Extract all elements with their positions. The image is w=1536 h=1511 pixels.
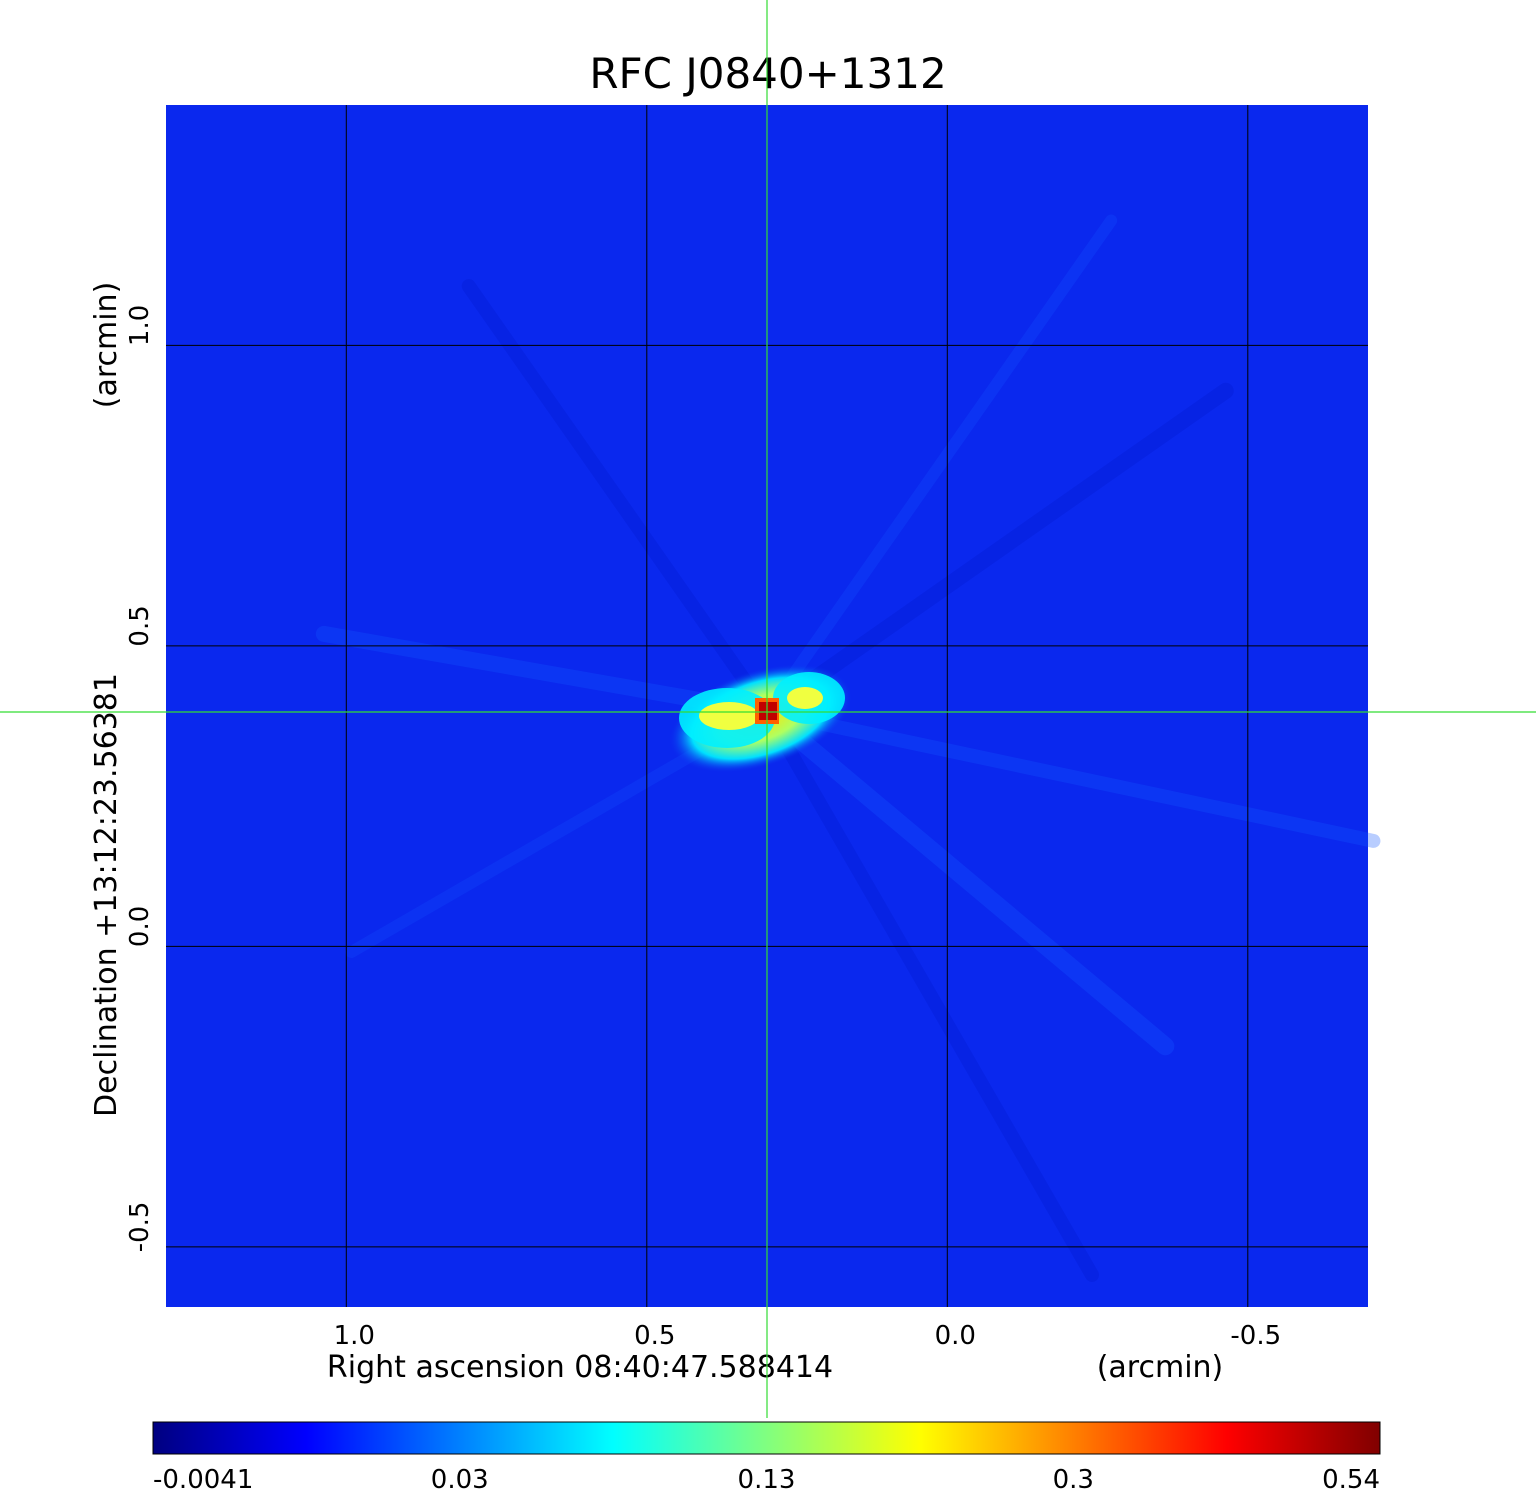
colorbar-tick-label: 0.54 bbox=[1322, 1465, 1380, 1495]
source-lobe-left-core bbox=[699, 702, 759, 731]
noise-streak bbox=[461, 279, 774, 720]
source-peak bbox=[759, 702, 777, 721]
radio-source bbox=[669, 664, 853, 773]
y-axis-label: Declination +13:12:23.56381 bbox=[89, 673, 124, 1117]
noise-streak bbox=[760, 705, 1381, 848]
x-axis-unit: (arcmin) bbox=[1097, 1350, 1224, 1385]
noise-streak bbox=[759, 382, 1234, 721]
y-tick-label: -0.5 bbox=[125, 1202, 155, 1253]
colorbar-tick-label: 0.13 bbox=[738, 1465, 796, 1495]
noise-streak bbox=[760, 705, 1099, 1282]
y-tick-label: 1.0 bbox=[125, 305, 155, 346]
y-tick-label: 0.5 bbox=[125, 605, 155, 646]
x-tick-label: -0.5 bbox=[1230, 1321, 1281, 1351]
x-tick-label: 1.0 bbox=[334, 1321, 375, 1351]
source-lobe-right-core bbox=[787, 687, 823, 710]
y-axis-unit: (arcmin) bbox=[89, 282, 124, 409]
noise-streak bbox=[758, 703, 1175, 1056]
x-tick-labels: 1.0 0.5 0.0 -0.5 bbox=[334, 1321, 1282, 1351]
x-tick-label: 0.5 bbox=[634, 1321, 675, 1351]
colorbar-tick-label: 0.03 bbox=[431, 1465, 489, 1495]
colorbar-tick-labels: -0.0041 0.03 0.13 0.3 0.54 bbox=[153, 1465, 1380, 1495]
colorbar-tick-label: -0.0041 bbox=[153, 1465, 253, 1495]
chart-title: RFC J0840+1312 bbox=[589, 49, 946, 98]
x-axis-label: Right ascension 08:40:47.588414 bbox=[327, 1350, 833, 1385]
noise-streak bbox=[761, 214, 1118, 719]
x-tick-label: 0.0 bbox=[935, 1321, 976, 1351]
crosshair bbox=[0, 0, 1536, 1418]
colorbar bbox=[152, 1421, 1381, 1455]
y-tick-label: 0.0 bbox=[125, 906, 155, 947]
colorbar-tick-label: 0.3 bbox=[1053, 1465, 1094, 1495]
y-tick-labels: -0.5 0.0 0.5 1.0 bbox=[125, 305, 155, 1253]
